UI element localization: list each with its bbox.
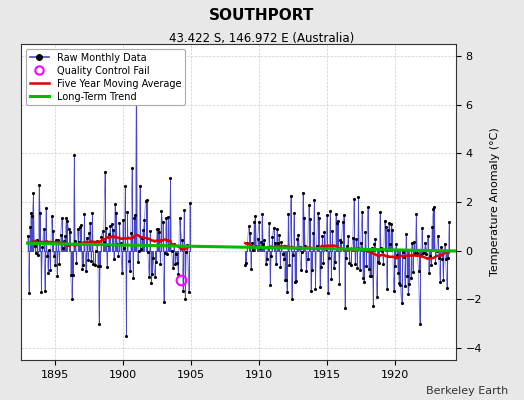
Text: Berkeley Earth: Berkeley Earth: [426, 386, 508, 396]
Text: 43.422 S, 146.972 E (Australia): 43.422 S, 146.972 E (Australia): [169, 32, 355, 45]
Legend: Raw Monthly Data, Quality Control Fail, Five Year Moving Average, Long-Term Tren: Raw Monthly Data, Quality Control Fail, …: [26, 49, 185, 105]
Text: SOUTHPORT: SOUTHPORT: [209, 8, 315, 23]
Y-axis label: Temperature Anomaly (°C): Temperature Anomaly (°C): [490, 128, 500, 276]
